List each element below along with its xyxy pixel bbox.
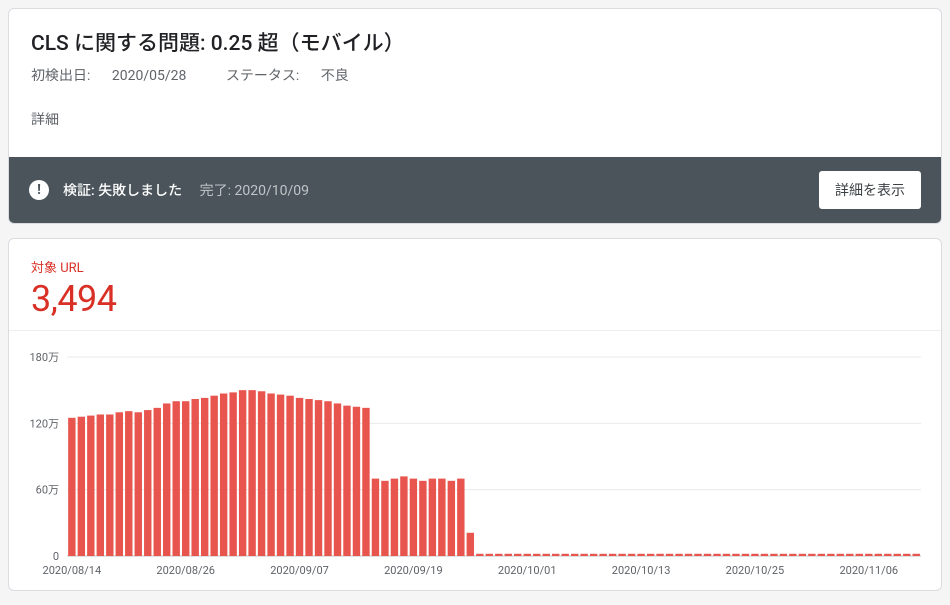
svg-text:2020/09/19: 2020/09/19 — [384, 564, 443, 577]
svg-text:2020/08/26: 2020/08/26 — [156, 564, 215, 577]
svg-text:2020/10/13: 2020/10/13 — [612, 564, 671, 577]
validation-text: 検証: 失敗しました 完了: 2020/10/09 — [63, 180, 309, 200]
svg-text:2020/09/07: 2020/09/07 — [270, 564, 329, 577]
metric-label: 対象 URL — [31, 257, 919, 276]
header-top: CLS に関する問題: 0.25 超（モバイル） 初検出日: 2020/05/2… — [9, 9, 941, 157]
svg-text:2020/10/01: 2020/10/01 — [498, 564, 557, 577]
metric-value: 3,494 — [31, 278, 919, 320]
metric-block: 対象 URL 3,494 — [9, 239, 941, 331]
bar-chart: 0 60万 120万 180万 2020/08/14 2020/08/26 2020/09/… — [19, 349, 931, 584]
status: ステータス: 不良 — [226, 68, 367, 84]
error-icon: ! — [29, 180, 49, 200]
first-detected: 初検出日: 2020/05/28 — [31, 68, 208, 84]
show-details-button[interactable]: 詳細を表示 — [819, 171, 921, 209]
chart-container: 0 60万 120万 180万 2020/08/14 2020/08/26 2020/09/… — [9, 331, 941, 590]
chart-card: 対象 URL 3,494 0 60万 120万 180万 2020/08/14 2020/… — [8, 238, 942, 591]
svg-text:0: 0 — [53, 550, 59, 563]
svg-text:180万: 180万 — [30, 351, 60, 364]
svg-text:2020/10/25: 2020/10/25 — [726, 564, 785, 577]
svg-text:60万: 60万 — [36, 484, 59, 497]
validation-status-bar: ! 検証: 失敗しました 完了: 2020/10/09 詳細を表示 — [9, 157, 941, 223]
svg-text:2020/11/06: 2020/11/06 — [839, 564, 898, 577]
details-link[interactable]: 詳細 — [31, 109, 919, 147]
issue-meta-row: 初検出日: 2020/05/28 ステータス: 不良 — [31, 65, 919, 85]
issue-title: CLS に関する問題: 0.25 超（モバイル） — [31, 27, 919, 57]
svg-text:2020/08/14: 2020/08/14 — [43, 564, 102, 577]
svg-text:120万: 120万 — [30, 417, 60, 430]
issue-header-card: CLS に関する問題: 0.25 超（モバイル） 初検出日: 2020/05/2… — [8, 8, 942, 224]
